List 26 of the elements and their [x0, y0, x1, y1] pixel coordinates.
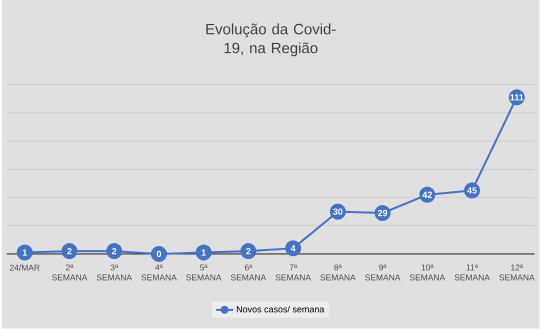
x-tick-label: 6ª SEMANA [230, 264, 266, 281]
x-tick-label: 7ª SEMANA [276, 264, 311, 281]
x-tick-label: 2ª SEMANA [52, 264, 88, 281]
x-tick-label: 5ª SEMANA [186, 264, 222, 281]
x-tick-label: 12ª SEMANA [499, 264, 535, 281]
x-tick-label: 3ª SEMANA [96, 264, 132, 281]
x-tick-label: 24/MAR [10, 264, 40, 271]
data-label: 29 [378, 210, 388, 216]
data-label: 45 [467, 188, 477, 194]
data-label: 42 [422, 192, 432, 198]
x-tick-label: 11ª SEMANA [454, 264, 490, 281]
data-label: 2 [112, 248, 116, 254]
x-tick-label: 8ª SEMANA [320, 264, 356, 281]
data-label: 4 [290, 245, 296, 252]
data-label: 2 [246, 248, 251, 254]
data-label: 30 [333, 208, 342, 215]
data-label: 1 [22, 250, 27, 256]
legend-label: Novos casos/ semana [236, 306, 324, 313]
x-tick-label: 9ª SEMANA [365, 264, 400, 281]
x-tick-label: 4ª SEMANA [141, 264, 177, 281]
data-label: 1 [202, 250, 206, 256]
x-tick-label: 10ª SEMANA [410, 264, 446, 281]
data-label: 111 [510, 94, 524, 101]
data-label: 0 [156, 250, 162, 258]
chart-title: Evolução da Covid-19, na Região [206, 24, 336, 56]
data-label: 2 [67, 248, 72, 254]
